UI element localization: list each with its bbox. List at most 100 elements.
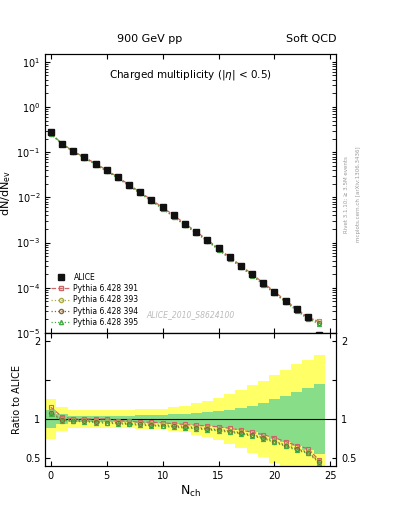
Pythia 6.428 393 [294, 307, 299, 313]
Pythia 6.428 394 [138, 190, 143, 196]
ALICE [183, 221, 187, 227]
Pythia 6.428 391 [205, 237, 210, 243]
Pythia 6.428 394 [283, 298, 288, 305]
Line: Pythia 6.428 395: Pythia 6.428 395 [49, 132, 321, 326]
Pythia 6.428 393 [194, 229, 198, 236]
Pythia 6.428 394 [127, 182, 131, 188]
Pythia 6.428 394 [48, 131, 53, 137]
Pythia 6.428 391 [317, 318, 321, 325]
X-axis label: N$_{\mathsf{ch}}$: N$_{\mathsf{ch}}$ [180, 483, 201, 499]
Pythia 6.428 394 [272, 290, 277, 296]
Pythia 6.428 393 [149, 198, 154, 204]
ALICE [239, 263, 243, 269]
Text: mcplots.cern.ch [arXiv:1306.3436]: mcplots.cern.ch [arXiv:1306.3436] [356, 147, 361, 242]
Pythia 6.428 394 [183, 222, 187, 228]
Pythia 6.428 393 [239, 263, 243, 269]
Text: Soft QCD: Soft QCD [286, 33, 336, 44]
ALICE [272, 289, 277, 295]
Pythia 6.428 394 [60, 141, 64, 147]
ALICE [160, 204, 165, 210]
ALICE [171, 212, 176, 219]
Pythia 6.428 394 [239, 264, 243, 270]
Pythia 6.428 391 [127, 182, 131, 188]
Pythia 6.428 395 [294, 308, 299, 314]
Pythia 6.428 391 [283, 297, 288, 304]
Pythia 6.428 393 [228, 255, 232, 261]
Pythia 6.428 395 [205, 238, 210, 244]
Pythia 6.428 393 [183, 222, 187, 228]
Pythia 6.428 393 [171, 214, 176, 220]
Pythia 6.428 395 [71, 148, 75, 155]
Pythia 6.428 391 [272, 289, 277, 295]
ALICE [205, 237, 210, 243]
ALICE [71, 148, 75, 154]
ALICE [116, 174, 120, 180]
Pythia 6.428 391 [93, 160, 98, 166]
Pythia 6.428 393 [82, 155, 87, 161]
Pythia 6.428 391 [306, 314, 310, 321]
Pythia 6.428 393 [160, 205, 165, 211]
Line: Pythia 6.428 393: Pythia 6.428 393 [49, 132, 321, 324]
Pythia 6.428 394 [149, 198, 154, 204]
Pythia 6.428 393 [127, 182, 131, 188]
Legend: ALICE, Pythia 6.428 391, Pythia 6.428 393, Pythia 6.428 394, Pythia 6.428 395: ALICE, Pythia 6.428 391, Pythia 6.428 39… [49, 270, 141, 329]
Pythia 6.428 395 [48, 131, 53, 137]
ALICE [283, 297, 288, 304]
ALICE [60, 140, 64, 146]
Pythia 6.428 394 [160, 205, 165, 211]
Pythia 6.428 393 [250, 272, 255, 278]
Pythia 6.428 391 [160, 204, 165, 210]
Pythia 6.428 394 [294, 307, 299, 313]
Pythia 6.428 393 [138, 189, 143, 196]
ALICE [306, 314, 310, 321]
Pythia 6.428 394 [171, 214, 176, 220]
Line: ALICE: ALICE [48, 129, 322, 338]
Pythia 6.428 393 [93, 161, 98, 167]
ALICE [261, 280, 266, 286]
Y-axis label: Ratio to ALICE: Ratio to ALICE [12, 365, 22, 434]
Pythia 6.428 391 [116, 174, 120, 180]
Pythia 6.428 395 [116, 175, 120, 181]
Pythia 6.428 394 [105, 168, 109, 174]
Pythia 6.428 394 [93, 161, 98, 167]
Pythia 6.428 391 [194, 228, 198, 234]
Pythia 6.428 394 [317, 319, 321, 326]
Line: Pythia 6.428 394: Pythia 6.428 394 [49, 132, 321, 325]
Text: Charged multiplicity (|$\eta$| < 0.5): Charged multiplicity (|$\eta$| < 0.5) [109, 68, 272, 82]
Pythia 6.428 395 [93, 161, 98, 167]
Text: ALICE_2010_S8624100: ALICE_2010_S8624100 [147, 310, 235, 319]
ALICE [149, 197, 154, 203]
ALICE [216, 245, 221, 251]
Pythia 6.428 394 [82, 155, 87, 161]
Pythia 6.428 394 [71, 148, 75, 155]
Pythia 6.428 393 [283, 298, 288, 305]
Pythia 6.428 395 [250, 273, 255, 279]
Pythia 6.428 393 [116, 175, 120, 181]
ALICE [194, 228, 198, 234]
Pythia 6.428 391 [183, 221, 187, 227]
Pythia 6.428 395 [183, 222, 187, 228]
Pythia 6.428 393 [60, 141, 64, 147]
Pythia 6.428 393 [216, 246, 221, 252]
Pythia 6.428 391 [71, 148, 75, 154]
Pythia 6.428 395 [171, 214, 176, 220]
Pythia 6.428 393 [272, 289, 277, 295]
Pythia 6.428 394 [228, 255, 232, 261]
Pythia 6.428 391 [250, 271, 255, 277]
Pythia 6.428 395 [317, 321, 321, 327]
Pythia 6.428 391 [105, 167, 109, 173]
Pythia 6.428 395 [228, 255, 232, 262]
Pythia 6.428 395 [261, 282, 266, 288]
Pythia 6.428 391 [216, 245, 221, 251]
Pythia 6.428 395 [138, 190, 143, 197]
Text: Rivet 3.1.10; ≥ 3.5M events: Rivet 3.1.10; ≥ 3.5M events [344, 156, 349, 233]
Pythia 6.428 393 [306, 315, 310, 322]
Pythia 6.428 395 [283, 299, 288, 305]
Pythia 6.428 395 [82, 155, 87, 161]
Pythia 6.428 391 [82, 154, 87, 160]
ALICE [138, 189, 143, 195]
ALICE [105, 167, 109, 173]
Pythia 6.428 391 [149, 197, 154, 203]
ALICE [228, 254, 232, 260]
Line: Pythia 6.428 391: Pythia 6.428 391 [49, 131, 321, 324]
